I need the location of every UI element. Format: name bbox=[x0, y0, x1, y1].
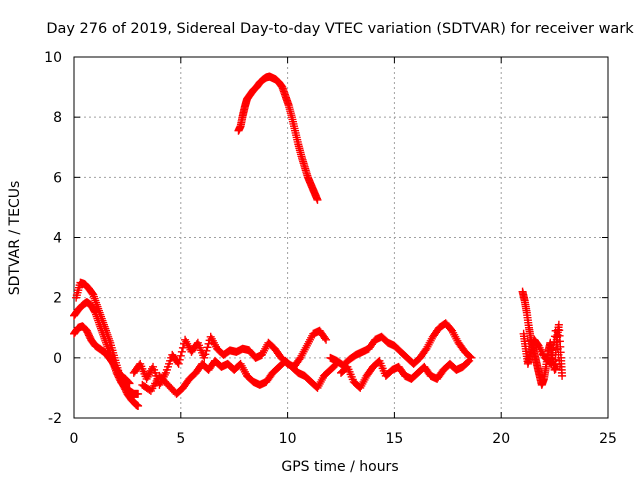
data-point-marker bbox=[548, 354, 557, 363]
y-tick-label: 0 bbox=[53, 351, 62, 367]
data-point-marker bbox=[554, 350, 563, 359]
y-tick-label: -2 bbox=[48, 411, 62, 427]
series-band-d bbox=[337, 356, 474, 392]
data-point-marker bbox=[200, 353, 209, 362]
data-point-marker bbox=[322, 335, 331, 344]
y-axis-label: SDTVAR / TECUs bbox=[7, 181, 23, 296]
data-point-marker bbox=[202, 346, 211, 355]
data-point-marker bbox=[553, 344, 562, 353]
data-markers bbox=[70, 72, 567, 410]
series-band-c bbox=[326, 319, 476, 370]
data-point-marker bbox=[551, 364, 560, 373]
y-tick-label: 8 bbox=[53, 110, 62, 126]
chart-title: Day 276 of 2019, Sidereal Day-to-day VTE… bbox=[46, 21, 634, 37]
data-point-marker bbox=[464, 357, 473, 366]
series-early-decline-c bbox=[70, 322, 134, 388]
data-point-marker bbox=[558, 371, 567, 380]
data-point-marker bbox=[466, 352, 475, 361]
data-point-marker bbox=[203, 343, 212, 352]
data-point-marker bbox=[124, 378, 133, 387]
x-tick-label: 10 bbox=[279, 431, 297, 447]
x-tick-label: 5 bbox=[176, 431, 185, 447]
data-point-marker bbox=[177, 347, 186, 356]
data-point-marker bbox=[134, 401, 143, 410]
data-point-marker bbox=[125, 379, 134, 388]
x-tick-label: 0 bbox=[70, 431, 79, 447]
grid-lines bbox=[74, 57, 608, 418]
axis-ticks: 0 5 10 15 20 25 -2 0 2 4 6 8 10 bbox=[44, 50, 617, 447]
data-point-marker bbox=[551, 326, 560, 335]
x-tick-label: 20 bbox=[492, 431, 510, 447]
data-point-marker bbox=[201, 350, 210, 359]
data-point-marker bbox=[124, 377, 133, 386]
y-tick-label: 6 bbox=[53, 170, 62, 186]
data-point-marker bbox=[548, 348, 557, 357]
data-point-marker bbox=[552, 332, 561, 341]
x-axis-label: GPS time / hours bbox=[281, 459, 398, 475]
x-tick-label: 25 bbox=[599, 431, 617, 447]
data-point-marker bbox=[555, 362, 564, 371]
data-point-marker bbox=[465, 356, 474, 365]
data-point-marker bbox=[555, 356, 564, 365]
y-tick-label: 2 bbox=[53, 291, 62, 307]
data-point-marker bbox=[553, 338, 562, 347]
series-high-arc bbox=[234, 72, 322, 204]
data-point-marker bbox=[175, 355, 184, 364]
data-point-marker bbox=[174, 359, 183, 368]
series-late-cluster bbox=[518, 287, 567, 389]
data-point-marker bbox=[176, 351, 185, 360]
data-point-marker bbox=[549, 343, 558, 352]
series-band-b bbox=[138, 356, 341, 398]
data-point-marker bbox=[134, 389, 143, 398]
data-point-marker bbox=[313, 195, 322, 204]
data-point-marker bbox=[204, 339, 213, 348]
data-point-marker bbox=[546, 358, 555, 367]
y-tick-label: 4 bbox=[53, 231, 62, 247]
data-point-marker bbox=[547, 359, 556, 368]
x-tick-label: 15 bbox=[385, 431, 403, 447]
data-point-marker bbox=[320, 334, 329, 343]
y-tick-label: 10 bbox=[44, 50, 62, 66]
